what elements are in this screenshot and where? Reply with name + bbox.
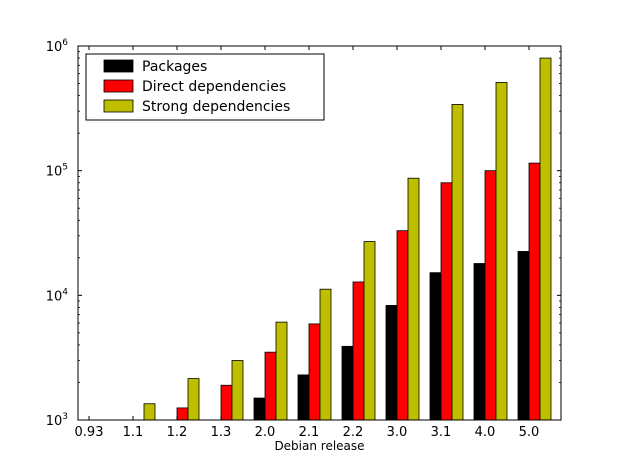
y-tick-label: 106 [46,38,69,55]
x-tick-label: 4.0 [475,425,496,440]
bar-packages-2.0 [253,397,266,421]
bar-packages-2.2 [341,345,354,421]
bar-packages-4.0 [473,263,486,421]
bar-direct-dependencies-1.2 [176,407,189,421]
bar-direct-dependencies-3.0 [396,230,409,421]
bar-packages-2.1 [297,374,310,421]
x-tick-label: 5.0 [519,425,540,440]
x-tick-label: 2.1 [299,425,320,440]
x-tick-label: 1.2 [167,425,188,440]
x-tick-label: 2.2 [343,425,364,440]
bar-direct-dependencies-3.1 [440,182,453,421]
legend-swatch-strong-dependencies [103,99,134,113]
bar-strong-dependencies-1.1 [143,403,156,421]
bar-strong-dependencies-1.2 [187,378,200,421]
legend-label: Direct dependencies [142,79,286,95]
bar-direct-dependencies-2.0 [264,351,277,421]
x-tick-label: 1.1 [123,425,144,440]
x-tick-label: 3.0 [387,425,408,440]
x-tick-label: 0.93 [75,425,104,440]
legend: Packages Direct dependencies Strong depend… [85,53,325,121]
y-tick-label: 105 [46,163,68,180]
bar-packages-3.1 [429,272,442,421]
legend-swatch-direct-dependencies [103,79,134,93]
bar-packages-3.0 [385,305,398,421]
x-axis: 0.93 1.1 1.2 1.3 2.0 2.1 2.2 3.0 3.1 4.0 5.0 [75,46,540,440]
bar-strong-dependencies-2.0 [275,321,288,421]
y-axis: 103 104 105 106 [46,38,561,429]
bar-strong-dependencies-1.3 [231,360,244,421]
bar-direct-dependencies-5.0 [528,162,541,421]
x-tick-label: 1.3 [211,425,232,440]
legend-label: Strong dependencies [142,99,290,115]
x-axis-label: Debian release [274,439,364,453]
bar-direct-dependencies-2.1 [308,323,321,421]
bar-direct-dependencies-4.0 [484,170,497,421]
bar-strong-dependencies-4.0 [495,82,508,421]
x-tick-label: 3.1 [431,425,452,440]
bar-strong-dependencies-2.1 [319,288,332,421]
bar-strong-dependencies-2.2 [363,241,376,421]
x-tick-label: 2.0 [255,425,276,440]
y-tick-label: 104 [46,287,69,304]
bar-strong-dependencies-5.0 [539,57,552,421]
bar-direct-dependencies-1.3 [220,384,233,421]
legend-label: Packages [142,59,207,75]
bar-direct-dependencies-2.2 [352,281,365,421]
legend-swatch-packages [103,59,134,73]
y-tick-label: 103 [46,412,68,429]
bar-strong-dependencies-3.0 [407,177,420,421]
bar-strong-dependencies-3.1 [451,104,464,421]
plot-frame [77,45,562,421]
bar-packages-5.0 [517,251,530,421]
